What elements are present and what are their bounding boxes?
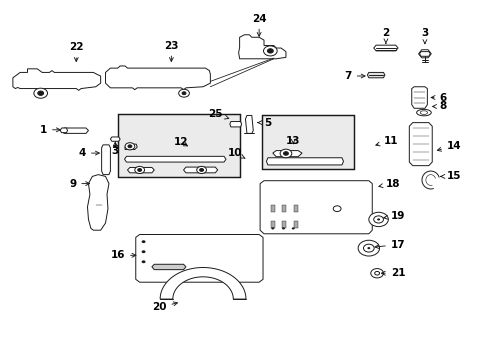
Text: 4: 4 <box>79 148 99 158</box>
Polygon shape <box>373 45 397 51</box>
Circle shape <box>196 166 206 174</box>
Text: 18: 18 <box>378 179 400 189</box>
Circle shape <box>280 149 291 158</box>
Ellipse shape <box>416 109 430 116</box>
Polygon shape <box>124 156 225 162</box>
Circle shape <box>332 206 340 212</box>
Polygon shape <box>245 116 253 134</box>
Polygon shape <box>411 87 427 108</box>
Bar <box>270 205 274 212</box>
Circle shape <box>374 271 379 275</box>
Circle shape <box>368 212 387 226</box>
Bar <box>270 221 274 228</box>
Circle shape <box>282 227 285 229</box>
Text: 6: 6 <box>430 93 446 103</box>
Polygon shape <box>160 267 245 299</box>
Text: 16: 16 <box>110 250 136 260</box>
Circle shape <box>263 46 277 56</box>
Polygon shape <box>105 66 210 90</box>
Text: 24: 24 <box>251 14 266 36</box>
Circle shape <box>376 219 379 221</box>
Polygon shape <box>61 128 88 134</box>
Polygon shape <box>229 122 241 127</box>
Text: 23: 23 <box>164 41 178 62</box>
Text: 2: 2 <box>382 28 389 44</box>
Circle shape <box>267 49 273 53</box>
Circle shape <box>291 227 294 229</box>
FancyBboxPatch shape <box>118 114 239 177</box>
Polygon shape <box>260 181 371 234</box>
Bar <box>293 221 297 228</box>
Text: 9: 9 <box>69 179 89 189</box>
Bar <box>282 221 285 228</box>
Circle shape <box>199 168 203 171</box>
Polygon shape <box>87 175 109 230</box>
Circle shape <box>271 227 274 229</box>
Polygon shape <box>125 144 137 149</box>
Text: 5: 5 <box>258 118 271 128</box>
Circle shape <box>357 240 379 256</box>
Text: 3: 3 <box>421 28 427 44</box>
Text: 1: 1 <box>40 125 60 135</box>
Text: 12: 12 <box>174 138 188 147</box>
Polygon shape <box>183 167 217 173</box>
Polygon shape <box>419 51 429 56</box>
Circle shape <box>178 89 189 97</box>
Text: 10: 10 <box>227 148 244 158</box>
FancyBboxPatch shape <box>261 116 353 169</box>
Polygon shape <box>13 69 101 90</box>
Text: 25: 25 <box>207 109 228 119</box>
Circle shape <box>373 216 383 223</box>
Text: 21: 21 <box>381 268 405 278</box>
Polygon shape <box>366 72 384 78</box>
Circle shape <box>135 166 144 174</box>
Ellipse shape <box>419 111 427 114</box>
Polygon shape <box>136 234 263 282</box>
Circle shape <box>128 145 132 148</box>
Circle shape <box>182 92 185 95</box>
Polygon shape <box>272 150 302 157</box>
Text: 8: 8 <box>432 102 446 112</box>
Circle shape <box>283 152 288 155</box>
Polygon shape <box>102 145 110 175</box>
Text: 7: 7 <box>344 71 365 81</box>
Polygon shape <box>152 264 185 270</box>
Circle shape <box>142 240 145 243</box>
Text: 22: 22 <box>69 42 83 62</box>
Circle shape <box>363 244 373 252</box>
Polygon shape <box>266 158 343 165</box>
Circle shape <box>370 269 383 278</box>
Circle shape <box>142 260 145 263</box>
Polygon shape <box>60 128 67 133</box>
Bar <box>293 205 297 212</box>
Text: 14: 14 <box>436 141 461 151</box>
Circle shape <box>38 91 43 95</box>
Polygon shape <box>110 137 120 141</box>
Polygon shape <box>408 123 431 166</box>
Bar <box>282 205 285 212</box>
Circle shape <box>142 250 145 253</box>
Text: 20: 20 <box>152 302 177 312</box>
Polygon shape <box>127 167 154 173</box>
Text: 3: 3 <box>111 142 119 156</box>
Circle shape <box>366 247 369 249</box>
Polygon shape <box>238 35 285 59</box>
Circle shape <box>125 143 135 150</box>
Text: 15: 15 <box>440 171 460 181</box>
Text: 11: 11 <box>375 136 397 146</box>
Text: 19: 19 <box>383 211 405 221</box>
Text: 17: 17 <box>374 239 405 249</box>
Circle shape <box>138 168 142 171</box>
Text: 13: 13 <box>285 136 300 145</box>
Circle shape <box>34 88 47 98</box>
